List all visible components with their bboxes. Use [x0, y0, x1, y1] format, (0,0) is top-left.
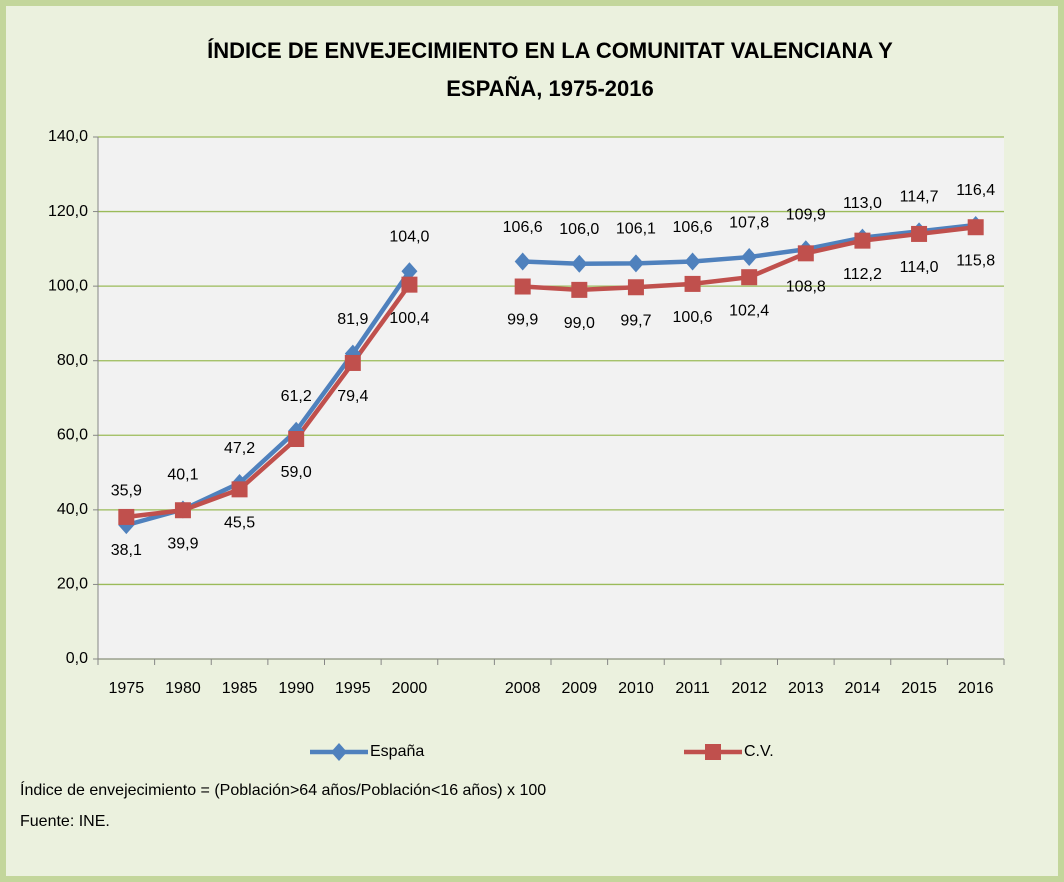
x-tick-label: 2011	[675, 680, 710, 697]
data-label: 102,4	[729, 302, 769, 319]
data-label: 109,9	[786, 206, 826, 223]
marker	[854, 232, 871, 249]
marker	[797, 245, 814, 262]
data-label: 99,9	[507, 312, 538, 329]
data-label: 35,9	[111, 482, 142, 499]
data-label: 100,4	[389, 310, 429, 327]
data-label: 115,8	[956, 252, 995, 269]
data-label: 47,2	[224, 440, 255, 457]
marker	[627, 254, 644, 273]
x-tick-label: 1995	[335, 680, 371, 697]
marker	[684, 275, 701, 292]
note: Fuente: INE.	[20, 813, 110, 830]
marker	[401, 276, 418, 293]
data-label: 106,6	[503, 219, 543, 236]
chart-title: ESPAÑA, 1975-2016	[446, 76, 654, 101]
marker	[911, 225, 928, 242]
data-label: 114,0	[900, 259, 939, 276]
chart-title: ÍNDICE DE ENVEJECIMIENTO EN LA COMUNITAT…	[207, 38, 893, 63]
x-tick-label: 2009	[562, 680, 598, 697]
data-label: 79,4	[337, 388, 368, 405]
marker	[514, 252, 531, 271]
x-tick-label: 2008	[505, 680, 541, 697]
marker	[684, 252, 701, 271]
marker	[288, 431, 305, 448]
data-label: 99,0	[564, 315, 595, 332]
x-tick-label: 1990	[278, 680, 314, 697]
x-tick-label: 2014	[845, 680, 881, 697]
marker	[967, 219, 984, 236]
marker	[118, 508, 135, 525]
marker	[741, 269, 758, 286]
marker	[571, 254, 588, 273]
data-label: 100,6	[673, 309, 713, 326]
marker	[514, 278, 531, 295]
data-label: 39,9	[167, 535, 198, 552]
data-label: 81,9	[337, 311, 368, 328]
x-tick-label: 2015	[901, 680, 937, 697]
y-tick-label: 20,0	[57, 576, 88, 593]
marker	[705, 744, 721, 760]
x-tick-label: 1985	[222, 680, 258, 697]
data-label: 104,0	[389, 228, 429, 245]
marker	[741, 248, 758, 267]
data-label: 99,7	[620, 312, 651, 329]
x-tick-label: 1975	[109, 680, 145, 697]
marker	[571, 281, 588, 298]
y-tick-label: 40,0	[57, 501, 88, 518]
y-tick-label: 60,0	[57, 427, 88, 444]
marker	[174, 502, 191, 519]
data-label: 45,5	[224, 515, 255, 532]
data-label: 107,8	[729, 214, 769, 231]
data-label: 106,1	[616, 221, 656, 238]
y-tick-label: 80,0	[57, 352, 88, 369]
data-label: 61,2	[281, 388, 312, 405]
data-label: 59,0	[281, 464, 312, 481]
marker	[231, 481, 248, 498]
legend-label: C.V.	[744, 743, 774, 760]
data-label: 38,1	[111, 542, 142, 559]
data-label: 116,4	[956, 182, 995, 199]
marker	[627, 279, 644, 296]
data-label: 106,0	[559, 221, 599, 238]
marker	[344, 354, 361, 371]
plot-area	[98, 137, 1004, 659]
note: Índice de envejecimiento = (Población>64…	[20, 780, 546, 799]
data-label: 114,7	[900, 189, 939, 206]
data-label: 40,1	[167, 467, 198, 484]
y-tick-label: 100,0	[48, 277, 88, 294]
x-tick-label: 2000	[392, 680, 428, 697]
data-label: 113,0	[843, 195, 882, 212]
legend-label: España	[370, 743, 424, 760]
x-tick-label: 2010	[618, 680, 654, 697]
marker	[331, 743, 347, 761]
y-tick-label: 120,0	[48, 203, 88, 220]
x-tick-label: 1980	[165, 680, 201, 697]
x-tick-label: 2012	[731, 680, 767, 697]
data-label: 106,6	[673, 219, 713, 236]
x-tick-label: 2016	[958, 680, 994, 697]
data-label: 108,8	[786, 279, 826, 296]
y-tick-label: 0,0	[66, 650, 88, 667]
x-tick-label: 2013	[788, 680, 824, 697]
marker	[401, 262, 418, 281]
data-label: 112,2	[843, 266, 882, 283]
y-tick-label: 140,0	[48, 128, 88, 145]
